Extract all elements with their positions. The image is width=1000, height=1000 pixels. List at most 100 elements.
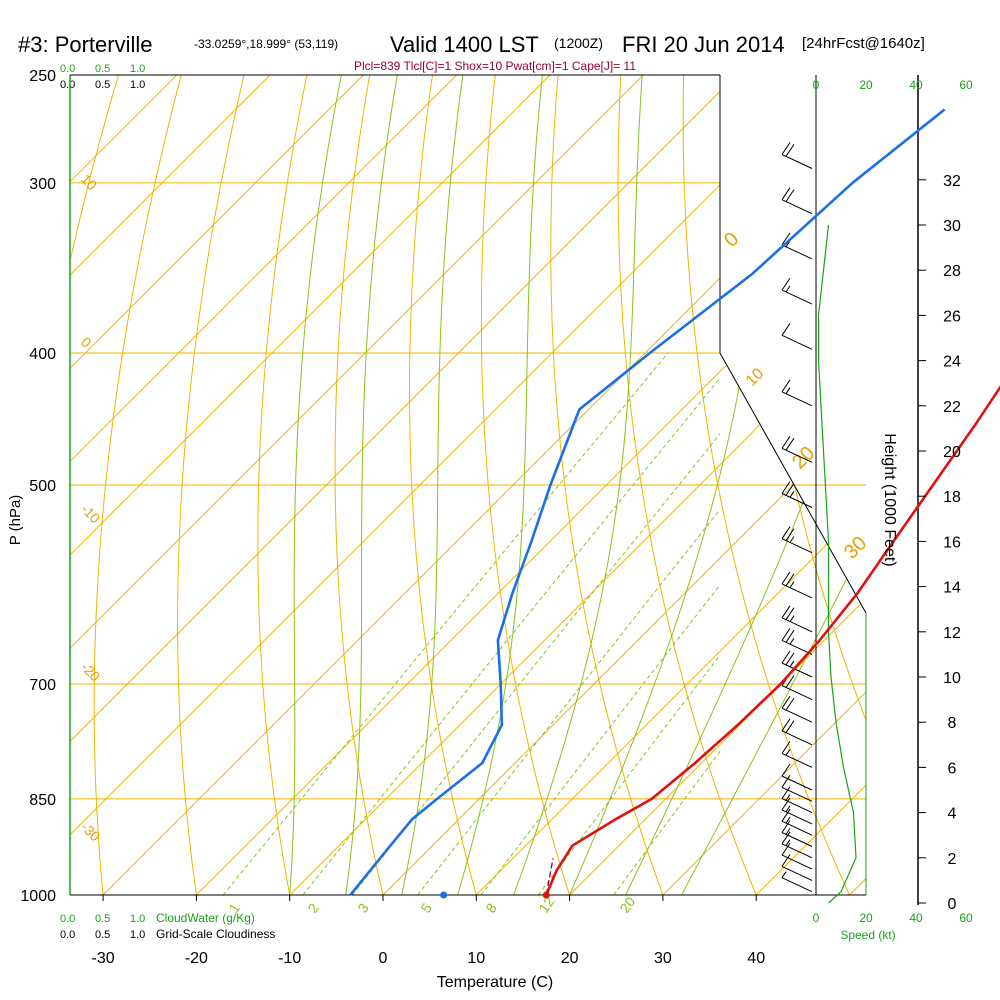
barb-flag [781, 820, 791, 833]
barb-flag [785, 675, 795, 688]
speed-tick-label-bottom: 60 [959, 911, 973, 925]
barb-shaft [781, 854, 813, 870]
dry-adiabat-line [70, 75, 127, 895]
cloudiness-tick-0: 0.0 [60, 79, 75, 91]
dry-adiabat-line [177, 75, 251, 895]
cloudiness-tick-1: 0.5 [95, 79, 110, 91]
moist-adiabat-line [513, 75, 645, 895]
barb-flag [785, 189, 795, 202]
y-tick-label: 850 [29, 792, 56, 809]
height-tick-label: 20 [943, 444, 961, 461]
dry-adiabat-line [550, 75, 664, 895]
wind-barb [781, 481, 813, 508]
wind-speed-profile [817, 224, 857, 904]
dry-adiabat-line [257, 75, 313, 895]
speed-tick-label-top: 0 [813, 78, 820, 92]
cloudiness-bottom-tick-0: 0.0 [60, 929, 75, 941]
y-tick-label: 300 [29, 176, 56, 193]
isotherm-line [662, 75, 866, 895]
speed-tick-label-top: 20 [859, 78, 873, 92]
barb-shaft [781, 685, 813, 701]
barb-flag [781, 808, 791, 822]
height-tick-label: 6 [948, 760, 957, 777]
wind-barb [781, 775, 813, 802]
barb-flag [781, 741, 791, 754]
x-axis-ticks: -30 -20 -10 0 10 20 30 40 [92, 895, 765, 967]
moist-adiabat-line [289, 75, 347, 895]
barb-shaft [781, 639, 813, 655]
forecast-run: [24hrFcst@1640z] [802, 35, 925, 52]
isotherm-line [289, 75, 866, 895]
height-tick-label: 18 [943, 489, 961, 506]
station-title: #3: Porterville [18, 32, 153, 57]
x-tick-label: 10 [467, 950, 485, 967]
y-tick-label: 400 [29, 346, 56, 363]
barb-shaft [781, 289, 813, 305]
barb-flag [785, 697, 795, 711]
wind-barb [781, 605, 813, 633]
speed-tick-label-bottom: 20 [859, 911, 873, 925]
height-tick-label: 4 [948, 806, 957, 823]
isotherm-line [70, 75, 644, 895]
x-tick-label: 0 [379, 950, 388, 967]
barb-half-flag [789, 660, 795, 668]
wind-barb [781, 763, 813, 791]
speed-tick-label-top: 40 [909, 78, 923, 92]
dry-adiabat-line [334, 75, 384, 895]
barb-flag [781, 605, 791, 619]
dry-adiabat-line [93, 75, 189, 895]
isotherm-line [70, 75, 364, 895]
wind-barb [781, 436, 813, 463]
barb-flag [781, 831, 791, 845]
barb-flag [781, 797, 791, 811]
barb-flag [781, 854, 791, 867]
utc-time: (1200Z) [554, 35, 603, 51]
isotherm-line [70, 75, 457, 895]
station-coords: -33.0259°,18.999° (53,119) [194, 37, 338, 51]
barb-half-flag [785, 816, 791, 824]
speed-tick-label-top: 60 [959, 78, 973, 92]
barb-flag [781, 526, 791, 539]
surface-dewpoint-dot [440, 891, 448, 899]
barb-shaft [781, 877, 813, 893]
barb-shaft [781, 617, 813, 633]
barb-flag [781, 481, 791, 494]
barb-shaft [781, 583, 813, 599]
height-tick-label: 10 [943, 670, 961, 687]
barb-shaft [781, 798, 813, 814]
barb-flag [781, 142, 791, 155]
height-tick-label: 2 [948, 851, 957, 868]
wind-barb [781, 808, 813, 836]
isotherm-line [70, 75, 831, 895]
height-axis-label: Height (1000 Feet) [881, 433, 898, 566]
barb-shaft [781, 538, 813, 554]
dry-adiabat-line [0, 51, 2, 895]
barb-half-flag [785, 794, 791, 801]
barb-flag [781, 650, 791, 664]
cloudwater-bottom-tick-1: 0.5 [95, 913, 110, 925]
wind-barb [781, 786, 813, 814]
wind-barb [781, 650, 813, 678]
dry-adiabat-label: 0 [78, 334, 95, 351]
barb-flag [785, 144, 795, 157]
barb-flag [781, 277, 791, 291]
dewpoint-line [349, 108, 946, 896]
sounding-indices: Plcl=839 Tlcl[C]=1 Shox=10 Pwat[cm]=1 Ca… [354, 59, 636, 73]
y-tick-label: 250 [29, 68, 56, 85]
barb-flag [781, 436, 791, 449]
y-tick-label: 1000 [20, 888, 56, 905]
barb-flag [781, 379, 791, 393]
barb-flag [781, 763, 791, 777]
height-tick-label: 16 [943, 534, 961, 551]
isotherm-line [70, 75, 551, 895]
barb-flag [781, 571, 791, 585]
wind-barb [781, 842, 813, 870]
barb-flag [781, 628, 791, 641]
dry-adiabat-line [408, 75, 477, 895]
cloudwater-bottom-tick-0: 0.0 [60, 913, 75, 925]
dry-adiabat-label: 10 [78, 171, 100, 193]
barb-shaft [781, 493, 813, 508]
wind-barb [781, 628, 813, 655]
